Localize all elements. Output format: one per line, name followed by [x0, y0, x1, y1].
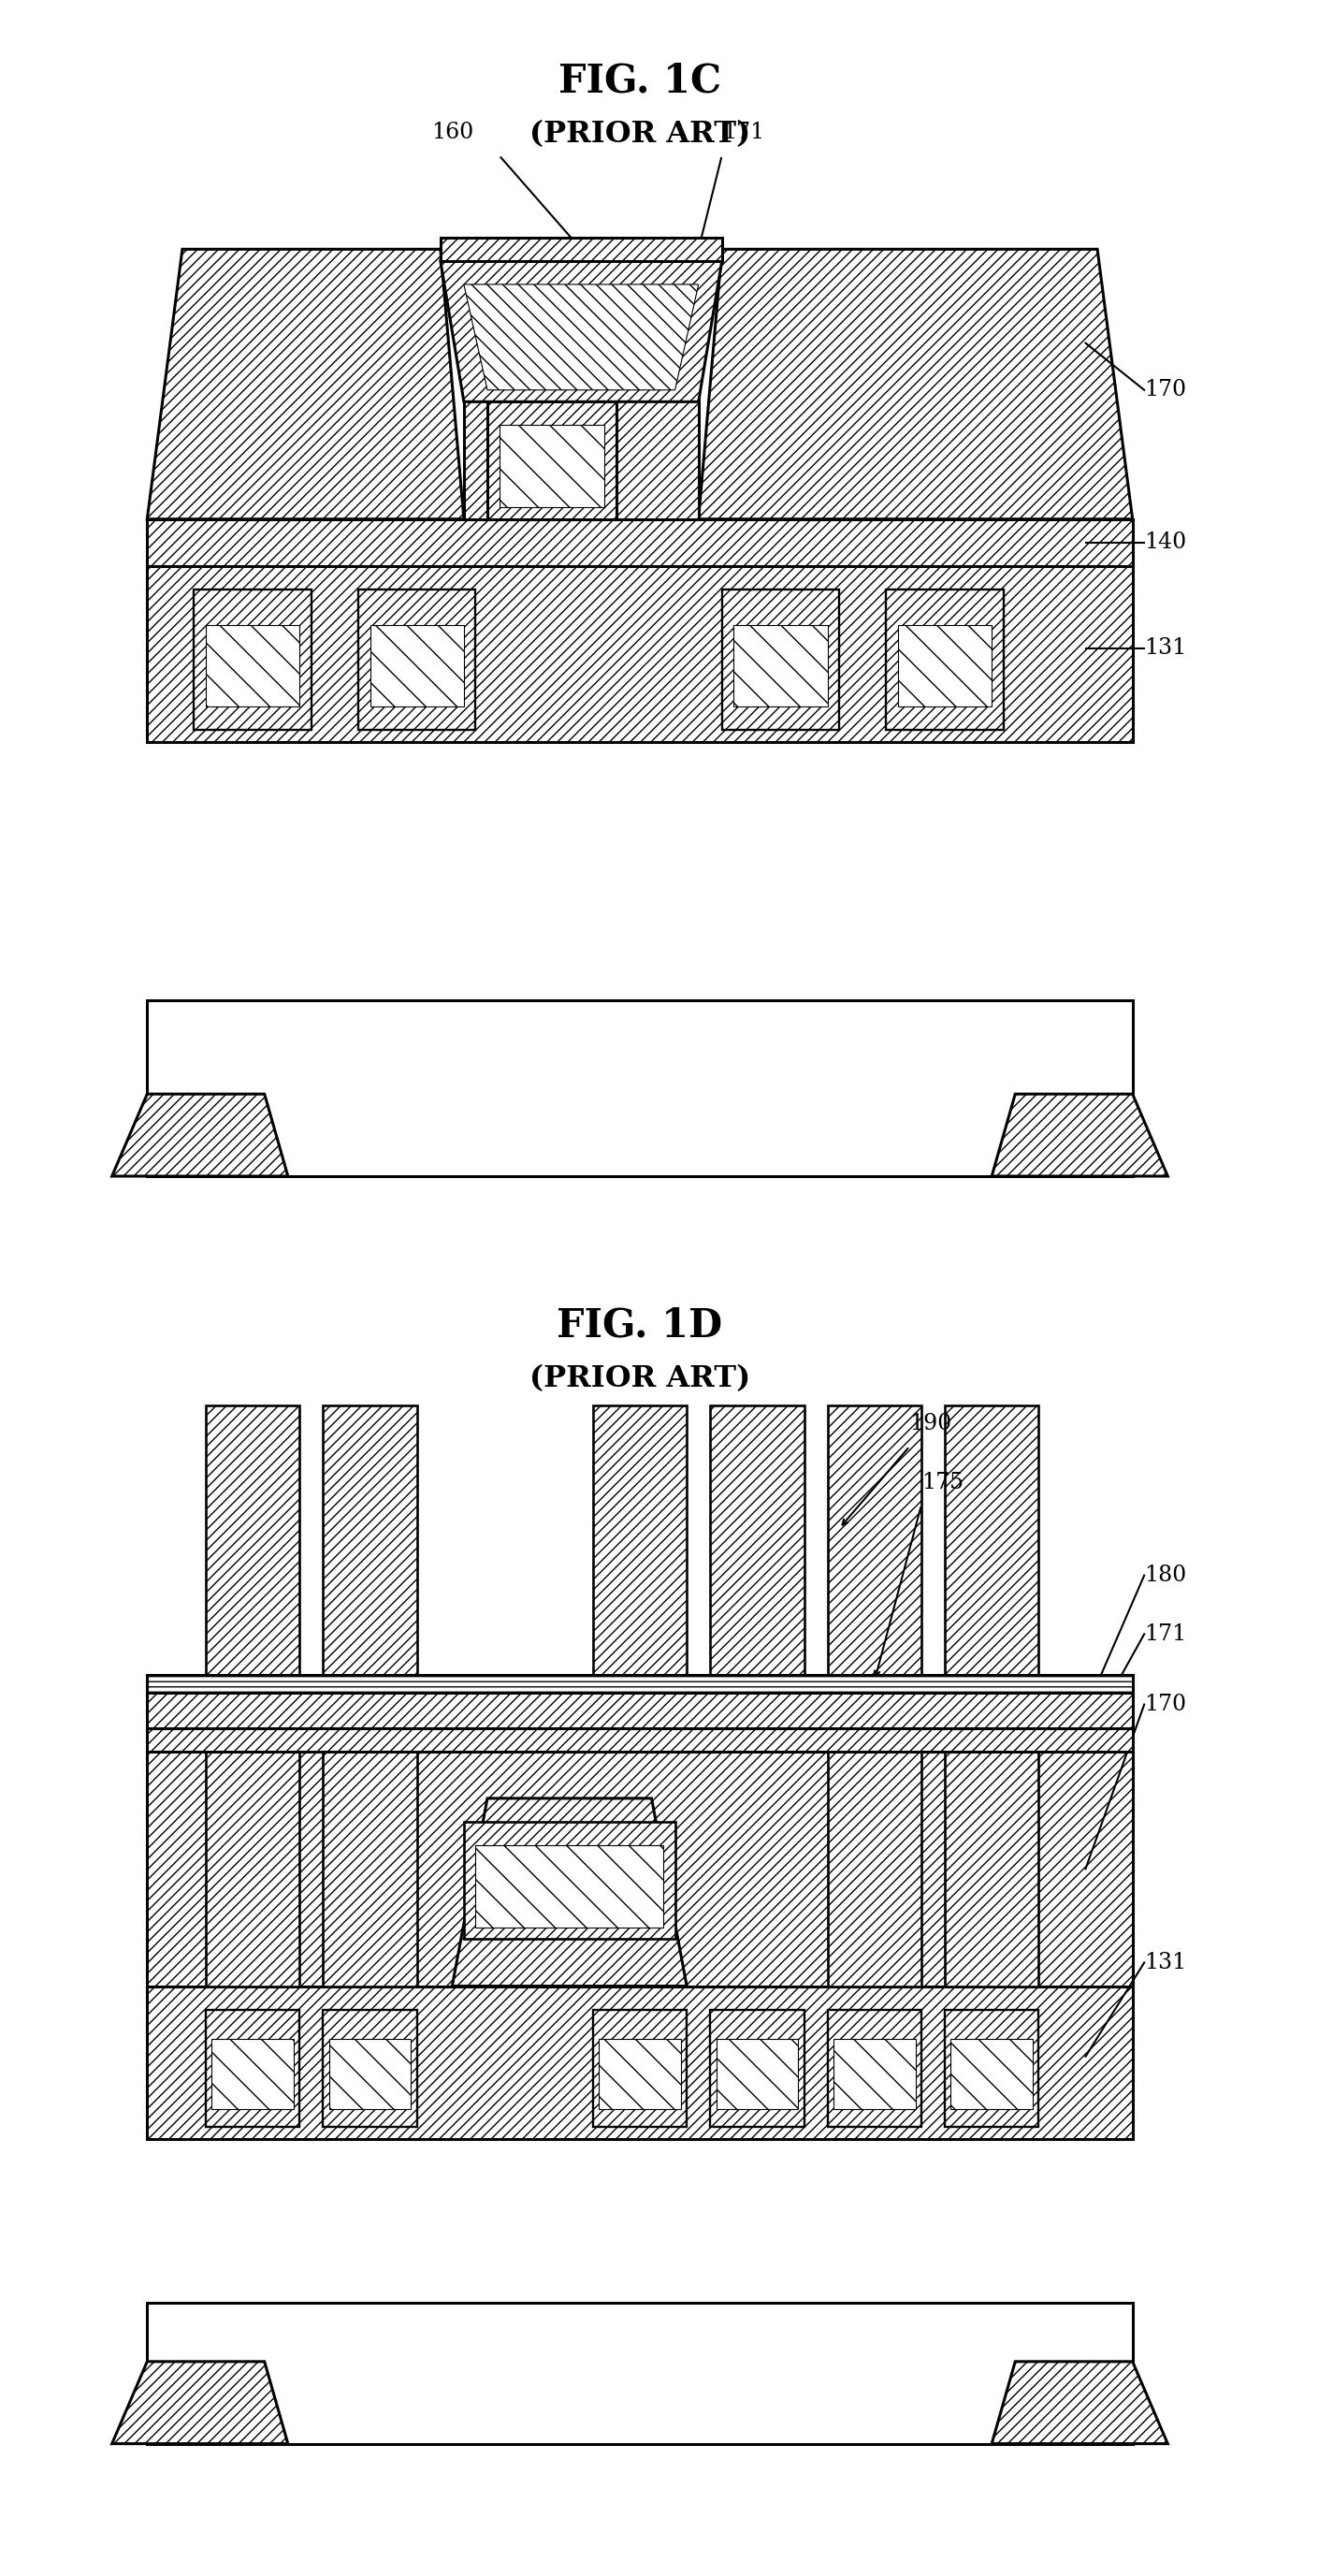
Bar — [945, 1406, 1038, 1674]
Text: 180: 180 — [1144, 1564, 1186, 1587]
Bar — [833, 2038, 916, 2110]
Bar — [205, 623, 300, 706]
Bar — [945, 2009, 1038, 2128]
Bar — [616, 250, 698, 520]
Bar — [886, 590, 1004, 729]
Text: FIG. 1C: FIG. 1C — [559, 62, 721, 100]
Polygon shape — [112, 1095, 288, 1177]
Polygon shape — [147, 250, 464, 520]
Polygon shape — [992, 1095, 1168, 1177]
Bar — [950, 2038, 1033, 2110]
Bar — [147, 1986, 1133, 2138]
Bar — [205, 1406, 300, 1674]
Text: 140: 140 — [1144, 531, 1186, 554]
Bar — [593, 2009, 686, 2128]
Bar — [195, 590, 312, 729]
Bar — [898, 623, 992, 706]
Text: FIG. 1D: FIG. 1D — [557, 1306, 722, 1345]
Bar — [593, 1406, 686, 1674]
Polygon shape — [464, 283, 698, 389]
Text: 170: 170 — [1144, 379, 1186, 402]
Bar — [710, 2009, 804, 2128]
Text: 171: 171 — [722, 121, 764, 144]
Bar — [212, 2038, 293, 2110]
Bar — [323, 1752, 417, 1986]
Polygon shape — [452, 1798, 686, 1986]
Bar — [205, 2009, 300, 2128]
Polygon shape — [698, 250, 1133, 520]
Bar — [147, 567, 1133, 742]
Text: (PRIOR ART): (PRIOR ART) — [529, 121, 750, 149]
Bar — [828, 2009, 921, 2128]
Bar — [147, 1692, 1133, 1728]
Bar — [147, 520, 1133, 567]
Bar — [323, 1406, 417, 1674]
Text: (PRIOR ART): (PRIOR ART) — [529, 1365, 750, 1394]
Bar — [733, 623, 828, 706]
Text: 190: 190 — [909, 1414, 952, 1435]
Bar — [329, 2038, 411, 2110]
Bar — [476, 1844, 664, 1927]
Bar — [147, 1674, 1133, 1692]
Text: 171: 171 — [1144, 1623, 1186, 1646]
Polygon shape — [440, 260, 722, 402]
Bar — [440, 237, 722, 260]
Bar — [147, 2303, 1133, 2445]
Polygon shape — [112, 2362, 288, 2445]
Bar — [464, 1821, 674, 1940]
Bar — [147, 999, 1133, 1177]
Polygon shape — [992, 2362, 1168, 2445]
Text: 175: 175 — [921, 1471, 964, 1494]
Bar — [599, 2038, 681, 2110]
Bar — [359, 590, 476, 729]
Bar — [323, 2009, 417, 2128]
Bar — [488, 402, 616, 520]
Bar — [722, 590, 840, 729]
Bar — [147, 1752, 1133, 1986]
Text: 131: 131 — [1144, 1953, 1186, 1973]
Text: 160: 160 — [431, 121, 473, 144]
Bar — [371, 623, 464, 706]
Text: 131: 131 — [1144, 636, 1186, 659]
Bar — [828, 1752, 921, 1986]
Bar — [205, 1752, 300, 1986]
Bar — [828, 1406, 921, 1674]
Bar — [710, 1406, 804, 1674]
Bar — [499, 425, 605, 507]
Bar — [716, 2038, 798, 2110]
Text: 170: 170 — [1144, 1692, 1186, 1716]
Bar — [147, 1728, 1133, 1752]
Bar — [945, 1752, 1038, 1986]
Bar — [464, 250, 547, 520]
